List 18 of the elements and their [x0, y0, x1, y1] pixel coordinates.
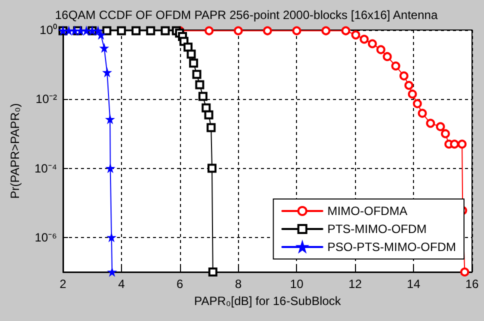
x-tick-label: 12: [348, 277, 362, 291]
x-tick-label: 14: [406, 277, 421, 291]
x-tick-label: 4: [118, 277, 126, 291]
x-tick-label: 8: [234, 277, 242, 291]
y-tick-label: 10⁻⁴: [34, 161, 57, 176]
x-axis-title: PAPR₀[dB] for 16-SubBlock: [194, 294, 342, 308]
legend-label: PTS-MIMO-OFDM: [327, 222, 427, 236]
y-tick-label: 10⁻⁶: [34, 230, 58, 244]
x-tick-label: 6: [176, 277, 184, 291]
chart-title: 16QAM CCDF OF OFDM PAPR 256-point 2000-blocks [16x16] Antenna: [55, 8, 438, 22]
y-tick-label: 10⁰: [40, 23, 57, 37]
x-tick-label: 16: [465, 277, 479, 291]
y-tick-label: 10⁻²: [36, 92, 58, 106]
y-axis-title: Pr(PAPR>PAPR₀): [8, 103, 22, 199]
x-tick-label: 10: [290, 277, 304, 291]
legend-label: PSO-PTS-MIMO-OFDM: [327, 240, 456, 254]
legend-label: MIMO-OFDMA: [327, 204, 408, 218]
x-tick-label: 2: [60, 277, 67, 291]
